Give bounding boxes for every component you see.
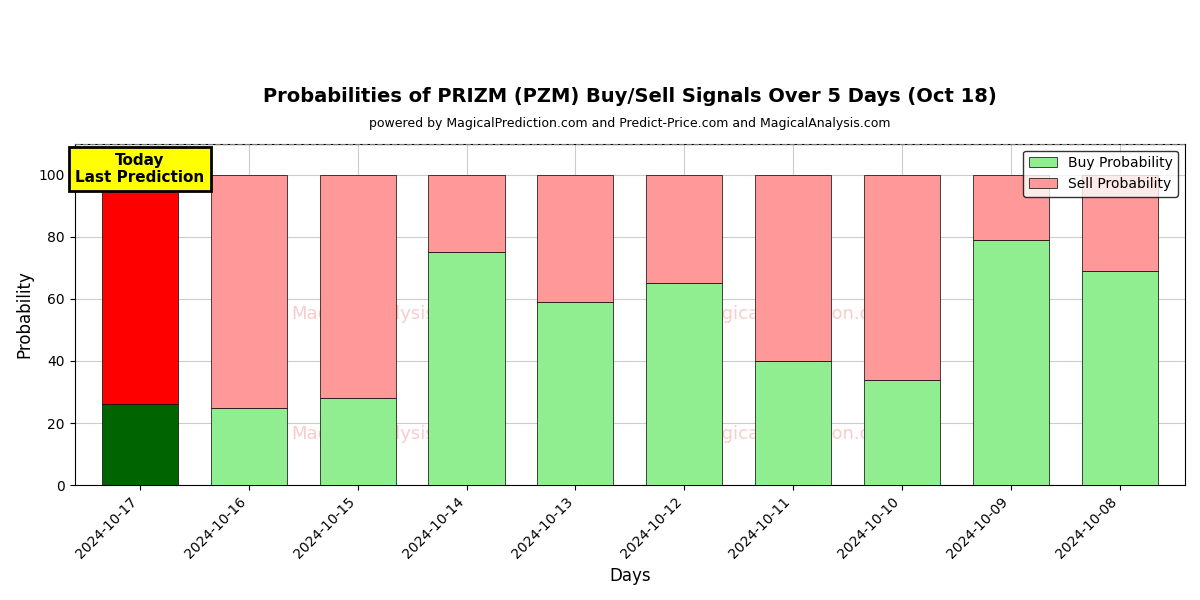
Text: MagicalPrediction.com: MagicalPrediction.com <box>695 425 898 443</box>
Text: powered by MagicalPrediction.com and Predict-Price.com and MagicalAnalysis.com: powered by MagicalPrediction.com and Pre… <box>370 117 890 130</box>
Bar <box>102 175 178 404</box>
Text: MagicalPrediction.com: MagicalPrediction.com <box>695 305 898 323</box>
Bar <box>211 407 287 485</box>
Title: Probabilities of PRIZM (PZM) Buy/Sell Signals Over 5 Days (Oct 18): Probabilities of PRIZM (PZM) Buy/Sell Si… <box>263 87 997 106</box>
Text: MagicalAnalysis.com: MagicalAnalysis.com <box>292 425 480 443</box>
Bar <box>973 175 1049 240</box>
Bar <box>1081 175 1158 271</box>
Bar <box>864 380 940 485</box>
Bar <box>428 175 505 253</box>
Bar <box>319 175 396 398</box>
Bar <box>646 283 722 485</box>
Bar <box>755 361 832 485</box>
Bar <box>538 175 613 302</box>
Bar <box>1081 271 1158 485</box>
Bar <box>538 302 613 485</box>
Y-axis label: Probability: Probability <box>16 271 34 358</box>
Bar <box>428 253 505 485</box>
Bar <box>973 240 1049 485</box>
Legend: Buy Probability, Sell Probability: Buy Probability, Sell Probability <box>1024 151 1178 197</box>
Bar <box>755 175 832 361</box>
Bar <box>211 175 287 407</box>
Text: Today
Last Prediction: Today Last Prediction <box>76 153 204 185</box>
Text: MagicalAnalysis.com: MagicalAnalysis.com <box>292 305 480 323</box>
Bar <box>646 175 722 283</box>
Bar <box>864 175 940 380</box>
Bar <box>319 398 396 485</box>
X-axis label: Days: Days <box>610 567 650 585</box>
Bar <box>102 404 178 485</box>
